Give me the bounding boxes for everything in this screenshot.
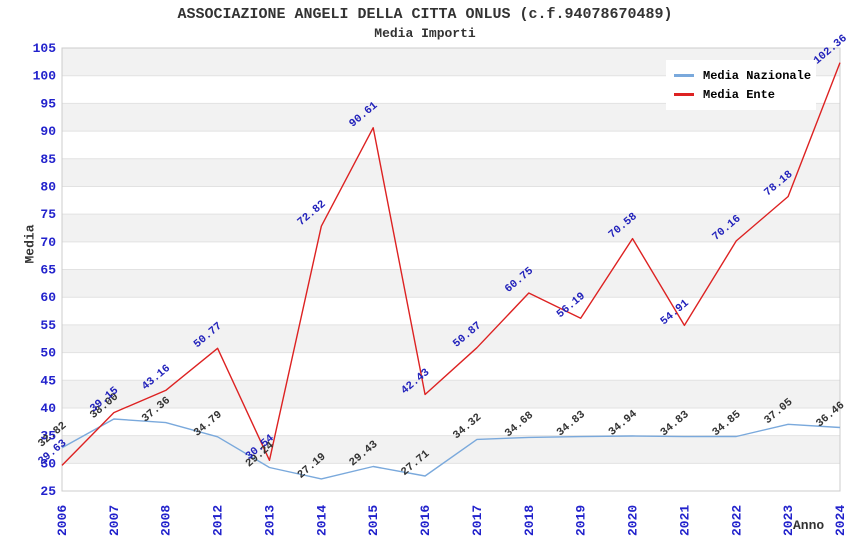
- y-tick-label: 65: [40, 263, 56, 278]
- y-tick-label: 75: [40, 207, 56, 222]
- y-tick-label: 35: [40, 429, 56, 444]
- plot-band: [62, 186, 840, 215]
- plot-band: [62, 131, 840, 159]
- y-tick-label: 25: [40, 484, 56, 499]
- x-axis-title: Anno: [793, 518, 825, 533]
- plot-band: [62, 158, 840, 187]
- x-tick-label: 2013: [262, 505, 277, 536]
- y-tick-label: 105: [33, 41, 57, 56]
- plot-band: [62, 324, 840, 353]
- y-tick-label: 40: [40, 401, 56, 416]
- y-tick-label: 95: [40, 96, 56, 111]
- chart-subtitle: Media Importi: [374, 26, 476, 41]
- y-tick-label: 80: [40, 179, 56, 194]
- x-tick-label: 2017: [470, 505, 485, 536]
- x-tick-label: 2008: [159, 505, 174, 536]
- y-tick-label: 50: [40, 346, 56, 361]
- legend-item-media-nazionale: Media Nazionale: [674, 66, 816, 85]
- y-tick-label: 100: [33, 69, 57, 84]
- series-line-media-ente: [61, 62, 841, 466]
- plot-band: [62, 352, 840, 381]
- chart-title: ASSOCIAZIONE ANGELI DELLA CITTA ONLUS (c…: [177, 6, 673, 23]
- series-line-media-nazionale: [61, 418, 841, 480]
- line-swatch-icon: [674, 93, 694, 96]
- y-tick-label: 70: [40, 235, 56, 250]
- plot-band: [62, 269, 840, 298]
- x-tick-label: 2023: [781, 505, 796, 536]
- plot-band: [62, 297, 840, 325]
- x-tick-label: 2022: [729, 505, 744, 536]
- x-tick-label: 2021: [677, 505, 692, 536]
- legend-label: Media Nazionale: [703, 68, 812, 83]
- x-tick-label: 2024: [833, 505, 848, 536]
- plot-band: [62, 214, 840, 242]
- x-tick-label: 2015: [366, 505, 381, 536]
- x-tick-label: 2019: [574, 505, 589, 536]
- y-tick-label: 55: [40, 318, 56, 333]
- plot-band: [62, 380, 840, 408]
- line-swatch-icon: [674, 74, 694, 77]
- x-tick-label: 2018: [522, 505, 537, 536]
- plot-band: [62, 407, 840, 436]
- plot-border: [61, 47, 841, 492]
- y-tick-label: 45: [40, 373, 56, 388]
- y-tick-label: 60: [40, 290, 56, 305]
- y-tick-label: 90: [40, 124, 56, 139]
- y-tick-label: 85: [40, 152, 56, 167]
- y-axis-title: Media: [22, 224, 38, 264]
- plot-band: [62, 463, 840, 491]
- x-tick-label: 2014: [314, 505, 329, 536]
- legend-label: Media Ente: [703, 87, 776, 102]
- x-tick-label: 2006: [55, 505, 70, 536]
- x-tick-label: 2016: [418, 505, 433, 536]
- x-tick-label: 2020: [626, 505, 641, 536]
- x-tick-label: 2007: [107, 505, 122, 536]
- plot-band: [62, 435, 840, 464]
- y-tick-label: 30: [40, 456, 56, 471]
- plot-band: [62, 241, 840, 270]
- legend-item-media-ente: Media Ente: [674, 85, 816, 104]
- legend: Media Nazionale Media Ente: [666, 60, 816, 110]
- x-tick-label: 2012: [211, 505, 226, 536]
